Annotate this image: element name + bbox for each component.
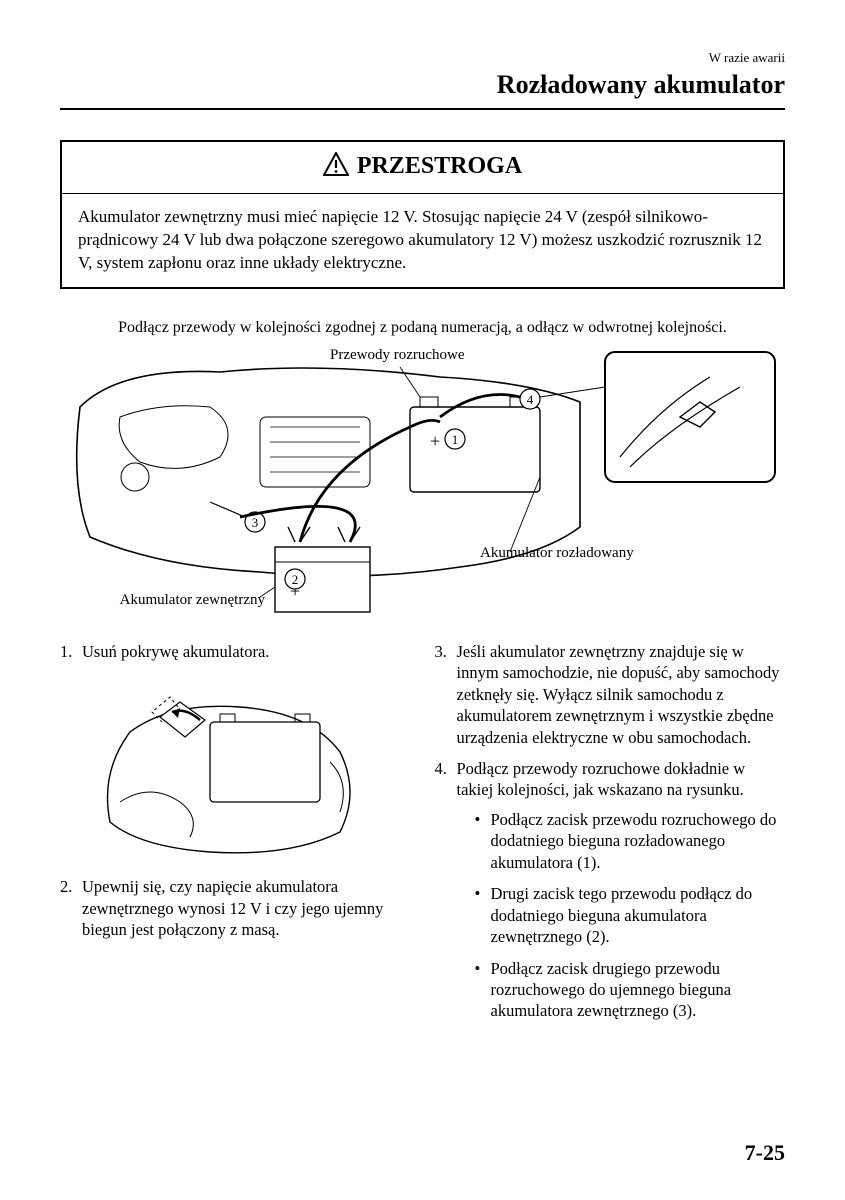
- bullet-text: Drugi zacisk tego przewodu podłącz do do…: [491, 883, 786, 947]
- step-3: 3. Jeśli akumulator zewnętrzny znajduje …: [435, 641, 786, 748]
- label-cables: Przewody rozruchowe: [330, 347, 465, 364]
- bullet-marker: •: [475, 958, 491, 1022]
- page-header: W razie awarii Rozładowany akumulator: [60, 50, 785, 110]
- caution-heading: PRZESTROGA: [62, 142, 783, 194]
- bullet-item: • Podłącz zacisk drugiego przewodu rozru…: [475, 958, 786, 1022]
- content-columns: 1. Usuń pokrywę akumulatora.: [60, 641, 785, 1042]
- step-text: Jeśli akumulator zewnętrzny znajduje się…: [457, 641, 786, 748]
- battery-cover-diagram: [90, 672, 370, 862]
- diagram-caption: Podłącz przewody w kolejności zgodnej z …: [60, 319, 785, 337]
- caution-box: PRZESTROGA Akumulator zewnętrzny musi mi…: [60, 140, 785, 289]
- step-number: 1.: [60, 641, 82, 662]
- svg-text:2: 2: [292, 572, 299, 587]
- bullet-marker: •: [475, 809, 491, 873]
- label-discharged: Akumulator rozładowany: [480, 545, 634, 562]
- step-text: Podłącz przewody rozruchowe dokładnie w …: [457, 758, 786, 1032]
- bullet-item: • Podłącz zacisk przewodu rozruchowego d…: [475, 809, 786, 873]
- page-number: 7-25: [745, 1140, 785, 1166]
- page-title: Rozładowany akumulator: [60, 70, 785, 100]
- step-text: Usuń pokrywę akumulatora.: [82, 641, 269, 662]
- step-4-bullets: • Podłącz zacisk przewodu rozruchowego d…: [457, 809, 786, 1022]
- step-number: 4.: [435, 758, 457, 1032]
- section-name: W razie awarii: [60, 50, 785, 66]
- caution-body: Akumulator zewnętrzny musi mieć napięcie…: [62, 194, 783, 287]
- step-4-intro: Podłącz przewody rozruchowe dokładnie w …: [457, 759, 746, 799]
- warning-icon: [323, 152, 349, 183]
- caution-heading-text: PRZESTROGA: [357, 153, 522, 179]
- step-2: 2. Upewnij się, czy napięcie akumulatora…: [60, 876, 411, 940]
- step-text: Upewnij się, czy napięcie akumulatora ze…: [82, 876, 411, 940]
- svg-text:3: 3: [252, 515, 259, 530]
- step-1: 1. Usuń pokrywę akumulatora.: [60, 641, 411, 662]
- svg-text:+: +: [430, 431, 440, 451]
- engine-bay-diagram: + 1 4 3 + 2 Przewody rozr: [60, 347, 785, 627]
- bullet-item: • Drugi zacisk tego przewodu podłącz do …: [475, 883, 786, 947]
- step-number: 2.: [60, 876, 82, 940]
- bullet-marker: •: [475, 883, 491, 947]
- step-number: 3.: [435, 641, 457, 748]
- svg-text:4: 4: [527, 392, 534, 407]
- svg-text:1: 1: [452, 432, 459, 447]
- right-column: 3. Jeśli akumulator zewnętrzny znajduje …: [435, 641, 786, 1042]
- left-column: 1. Usuń pokrywę akumulatora.: [60, 641, 411, 1042]
- bullet-text: Podłącz zacisk przewodu rozruchowego do …: [491, 809, 786, 873]
- step-4: 4. Podłącz przewody rozruchowe dokładnie…: [435, 758, 786, 1032]
- label-booster: Akumulator zewnętrzny: [100, 592, 265, 609]
- bullet-text: Podłącz zacisk drugiego przewodu rozruch…: [491, 958, 786, 1022]
